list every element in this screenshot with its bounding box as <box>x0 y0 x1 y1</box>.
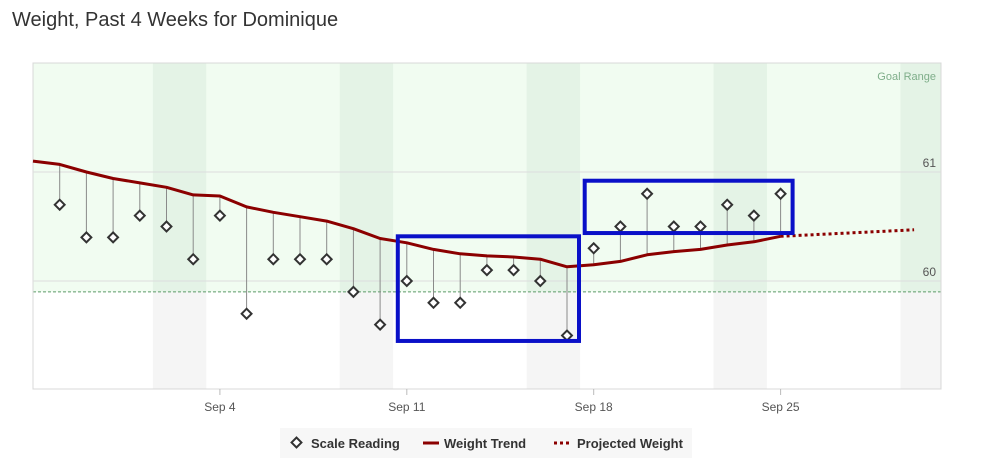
legend-item-projected-weight[interactable]: Projected Weight <box>554 436 684 451</box>
x-tick-label: Sep 11 <box>388 400 425 414</box>
reading-stems <box>59 164 782 336</box>
scale-reading-point <box>427 296 440 310</box>
goal-range-area <box>33 63 941 292</box>
chart-title: Weight, Past 4 Weeks for Dominique <box>12 9 339 31</box>
x-axis-ticks: Sep 4 Sep 11 Sep 18 Sep 25 <box>204 389 800 414</box>
scale-reading-point <box>373 318 387 331</box>
legend-item-weight-trend[interactable]: Weight Trend <box>423 436 526 451</box>
highlight-box <box>395 234 581 343</box>
scale-reading-point <box>720 198 734 212</box>
scale-reading-point <box>133 209 147 222</box>
goal-range-weekend-band <box>339 63 394 292</box>
y-tick-label: 60 <box>923 265 937 279</box>
grid-lines <box>32 62 942 390</box>
trend-series <box>32 159 781 269</box>
scale-reading-point <box>106 231 120 244</box>
scale-reading-point <box>533 274 547 288</box>
weight-trend-line <box>32 159 781 269</box>
goal-range-weekend-band <box>713 63 767 292</box>
scale-reading-point <box>80 231 93 244</box>
scale-reading-point <box>614 220 627 233</box>
scale-reading-point <box>347 285 360 299</box>
scale-reading-point <box>240 307 253 321</box>
scale-reading-series <box>53 187 787 342</box>
scale-reading-point <box>53 198 67 212</box>
legend-label-projected-weight: Projected Weight <box>577 436 684 451</box>
projected-series <box>780 228 915 238</box>
scale-reading-point <box>587 241 601 255</box>
highlight-box <box>582 178 795 236</box>
scale-reading-point <box>640 187 654 201</box>
scale-reading-point <box>320 252 334 266</box>
scale-reading-point <box>266 252 280 266</box>
scale-reading-point <box>774 187 787 201</box>
scale-reading-point <box>186 252 200 266</box>
legend: Scale Reading Weight Trend Projected Wei… <box>280 428 692 458</box>
scale-reading-point <box>160 220 173 233</box>
scale-reading-point <box>293 252 307 266</box>
scale-reading-point <box>747 209 761 222</box>
scale-reading-point <box>453 296 467 310</box>
scale-reading-point <box>400 274 414 288</box>
scale-reading-point <box>480 263 494 277</box>
highlight-boxes <box>395 178 795 343</box>
scale-reading-point <box>694 220 707 233</box>
scale-reading-point <box>667 220 681 233</box>
scale-reading-point <box>213 209 227 222</box>
x-tick-label: Sep 4 <box>204 400 236 414</box>
scale-reading-point <box>560 329 574 342</box>
legend-background <box>280 428 692 458</box>
goal-range-label: Goal Range <box>877 71 936 83</box>
y-axis-ticks: 60 61 <box>923 156 937 279</box>
legend-label-weight-trend: Weight Trend <box>444 436 526 451</box>
goal-range-weekend-band <box>526 63 581 292</box>
y-tick-label: 61 <box>923 156 937 170</box>
legend-label-scale-reading: Scale Reading <box>311 436 400 451</box>
plot-frame <box>32 62 942 390</box>
goal-range-weekend-band <box>900 63 941 292</box>
scale-reading-point <box>507 263 520 277</box>
legend-diamond-icon <box>290 436 303 449</box>
projected-weight-line <box>780 228 915 238</box>
x-tick-label: Sep 25 <box>762 400 800 414</box>
legend-item-scale-reading[interactable]: Scale Reading <box>290 436 400 451</box>
goal-range-weekend-band <box>152 63 207 292</box>
x-tick-label: Sep 18 <box>575 400 613 414</box>
